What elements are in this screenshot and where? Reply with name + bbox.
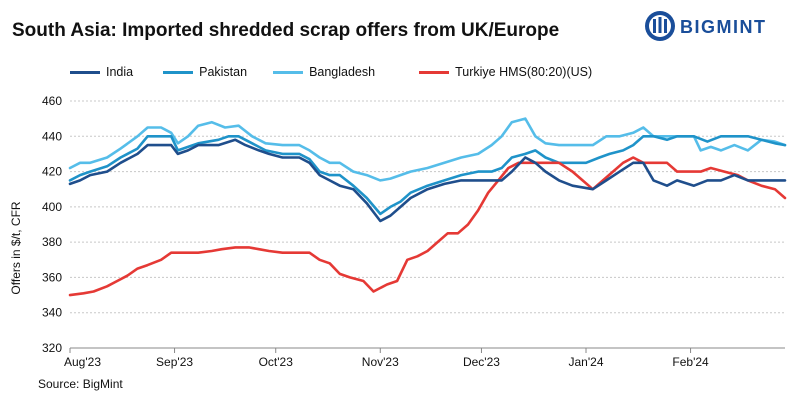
y-tick-label: 340 <box>42 306 62 320</box>
chart-title: South Asia: Imported shredded scrap offe… <box>12 20 560 41</box>
series-line-india <box>68 138 787 223</box>
y-tick-label: 440 <box>42 129 62 143</box>
x-tick-label: Nov'23 <box>362 355 399 369</box>
legend-swatch <box>273 70 304 74</box>
legend-item: India <box>70 65 133 79</box>
y-tick-label: 420 <box>42 165 62 179</box>
legend-item: Bangladesh <box>273 65 375 79</box>
x-tick-label: Aug'23 <box>64 355 101 369</box>
brand-name: BIGMINT <box>680 17 767 37</box>
series-line-pakistan <box>68 135 787 216</box>
legend-swatch <box>163 70 194 74</box>
source-note: Source: BigMint <box>38 377 123 391</box>
x-tick-label: Jan'24 <box>569 355 604 369</box>
legend-swatch <box>70 70 100 74</box>
x-tick-label: Feb'24 <box>672 355 709 369</box>
legend-item: Turkiye HMS(80:20)(US) <box>419 65 592 79</box>
legend-label: Turkiye HMS(80:20)(US) <box>455 65 593 79</box>
bigmint-logo: BIGMINT <box>644 8 794 44</box>
chart-legend: India Pakistan Bangladesh Turkiye HMS(80:20… <box>70 63 592 81</box>
y-tick-label: 360 <box>42 270 62 284</box>
y-tick-label: 320 <box>42 341 62 355</box>
legend-label: India <box>106 65 134 79</box>
series-line-bangladesh <box>68 117 787 182</box>
bigmint-logo-icon <box>645 11 675 41</box>
legend-item: Pakistan <box>163 65 247 79</box>
legend-swatch <box>419 70 450 74</box>
series-line-turkiye-hms-80-20-us <box>68 156 787 297</box>
y-tick-label: 380 <box>42 235 62 249</box>
y-tick-label: 460 <box>42 94 62 108</box>
legend-label: Pakistan <box>199 65 248 79</box>
x-tick-label: Dec'23 <box>463 355 500 369</box>
y-tick-label: 400 <box>42 200 62 214</box>
legend-label: Bangladesh <box>309 65 376 79</box>
x-tick-label: Sep'23 <box>156 355 193 369</box>
x-tick-label: Oct'23 <box>259 355 294 369</box>
